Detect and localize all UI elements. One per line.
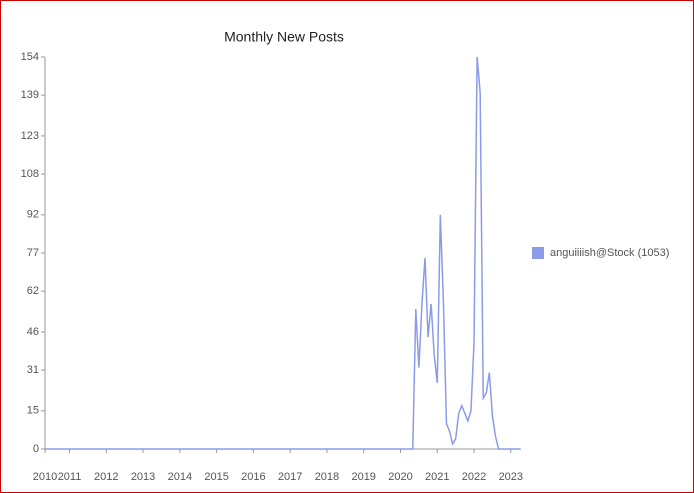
x-tick-label: 2013 [131, 471, 155, 483]
x-tick-label: 2021 [425, 471, 449, 483]
y-tick-label: 15 [27, 405, 39, 417]
x-tick-label: 2016 [241, 471, 265, 483]
y-tick-label: 31 [27, 364, 39, 376]
y-tick-label: 154 [21, 51, 39, 63]
y-tick-label: 77 [27, 247, 39, 259]
y-tick-label: 139 [21, 89, 39, 101]
y-tick-label: 46 [27, 326, 39, 338]
x-tick-label: 2023 [499, 471, 523, 483]
legend-label: anguiiiish@Stock (1053) [550, 247, 669, 259]
x-tick-label: 2010 [33, 471, 57, 483]
chart-title: Monthly New Posts [224, 29, 344, 45]
y-tick-label: 92 [27, 209, 39, 221]
x-tick-label: 2018 [315, 471, 339, 483]
y-tick-label: 62 [27, 285, 39, 297]
x-tick-label: 2017 [278, 471, 302, 483]
x-tick-label: 2019 [351, 471, 375, 483]
x-tick-label: 2022 [462, 471, 486, 483]
x-tick-label: 2012 [94, 471, 118, 483]
x-tick-label: 2020 [388, 471, 412, 483]
y-tick-label: 0 [33, 443, 39, 455]
y-tick-label: 108 [21, 168, 39, 180]
legend-swatch [532, 247, 544, 259]
x-tick-label: 2015 [204, 471, 228, 483]
x-tick-label: 2014 [168, 471, 192, 483]
y-tick-label: 123 [21, 130, 39, 142]
x-tick-label: 2011 [58, 471, 82, 483]
series-line [45, 56, 520, 450]
